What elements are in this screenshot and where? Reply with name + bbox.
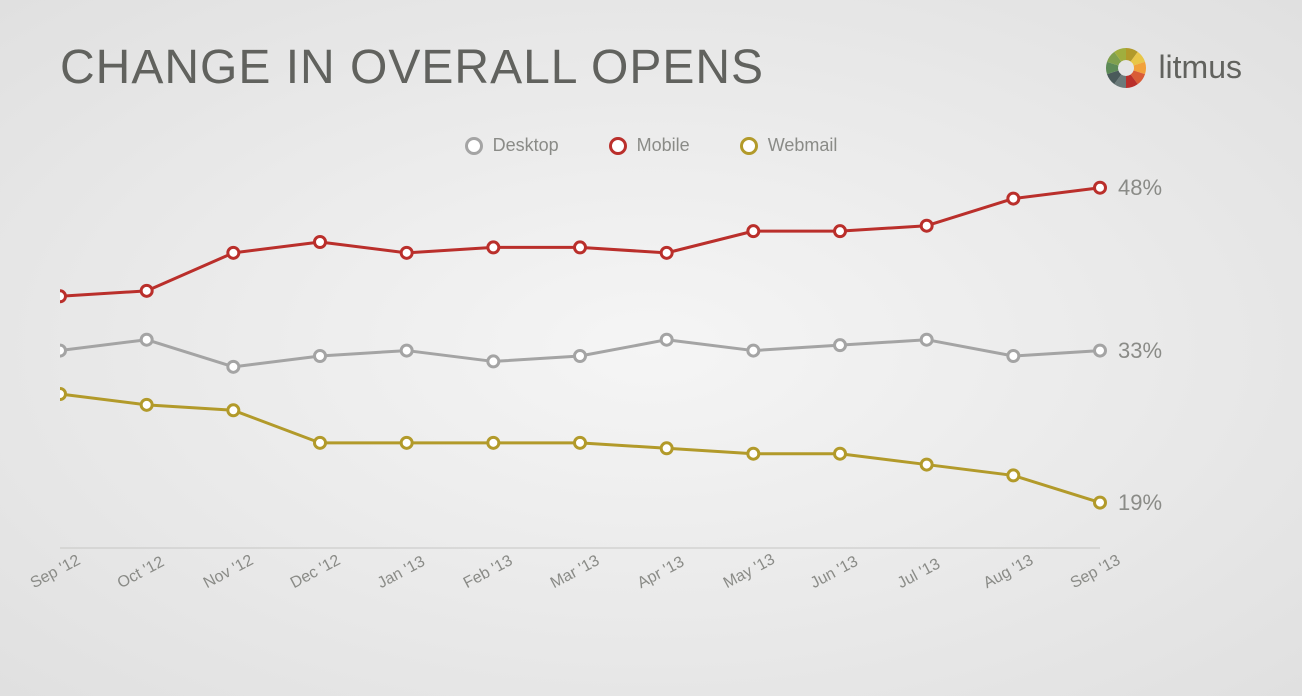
data-point [835, 340, 846, 351]
legend-item: Desktop [465, 135, 559, 156]
data-point [60, 345, 66, 356]
data-point [228, 405, 239, 416]
data-point [228, 247, 239, 258]
data-point [575, 242, 586, 253]
data-point [748, 226, 759, 237]
data-point [141, 285, 152, 296]
data-point [1008, 193, 1019, 204]
data-point [315, 437, 326, 448]
data-point [401, 247, 412, 258]
data-point [921, 334, 932, 345]
legend-item: Webmail [740, 135, 838, 156]
data-point [921, 459, 932, 470]
series-end-label: 33% [1118, 338, 1162, 364]
data-point [1095, 345, 1106, 356]
data-point [835, 226, 846, 237]
litmus-logo-icon [1104, 46, 1148, 90]
data-point [575, 351, 586, 362]
data-point [1095, 182, 1106, 193]
brand-name: litmus [1158, 49, 1242, 86]
data-point [488, 437, 499, 448]
data-point [488, 356, 499, 367]
chart-title: CHANGE IN OVERALL OPENS [60, 40, 764, 95]
chart-area: 33%48%19%Sep '12Oct '12Nov '12Dec '12Jan… [60, 166, 1242, 576]
data-point [60, 291, 66, 302]
data-point [661, 334, 672, 345]
data-point [401, 345, 412, 356]
data-point [748, 345, 759, 356]
data-point [835, 448, 846, 459]
legend-label: Webmail [768, 135, 838, 156]
data-point [748, 448, 759, 459]
legend-item: Mobile [609, 135, 690, 156]
data-point [1008, 351, 1019, 362]
data-point [661, 443, 672, 454]
data-point [1095, 497, 1106, 508]
data-point [228, 361, 239, 372]
legend-marker-icon [465, 137, 483, 155]
legend-label: Desktop [493, 135, 559, 156]
data-point [661, 247, 672, 258]
line-chart [60, 166, 1160, 576]
legend-marker-icon [740, 137, 758, 155]
data-point [315, 237, 326, 248]
legend-label: Mobile [637, 135, 690, 156]
data-point [575, 437, 586, 448]
data-point [60, 389, 66, 400]
data-point [141, 399, 152, 410]
series-end-label: 48% [1118, 175, 1162, 201]
data-point [141, 334, 152, 345]
data-point [401, 437, 412, 448]
chart-legend: Desktop Mobile Webmail [0, 135, 1302, 156]
data-point [315, 351, 326, 362]
data-point [921, 220, 932, 231]
data-point [488, 242, 499, 253]
series-end-label: 19% [1118, 490, 1162, 516]
data-point [1008, 470, 1019, 481]
brand: litmus [1104, 46, 1242, 90]
legend-marker-icon [609, 137, 627, 155]
